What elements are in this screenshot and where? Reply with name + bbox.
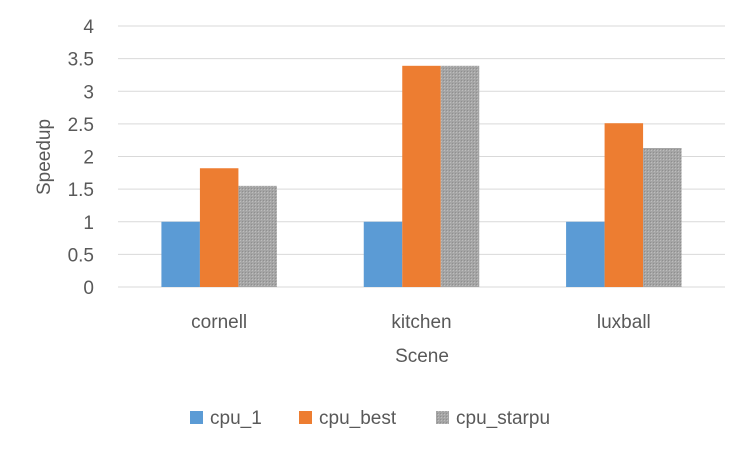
x-axis-title: Scene — [395, 346, 449, 367]
bar-cpu_1-cornell — [161, 221, 200, 287]
bar-cpu_best-cornell — [199, 168, 239, 287]
y-tick-labels: 0 0.5 1 1.5 2 2.5 3 3.5 4 — [68, 17, 95, 299]
bar-cpu_best-kitchen — [402, 65, 441, 288]
bar-cpu_starpu-luxball — [643, 148, 682, 287]
y-tick-label: 3 — [83, 82, 94, 103]
legend-swatch-cpu_1 — [190, 411, 203, 424]
y-tick-label: 0 — [83, 278, 94, 299]
bar-cpu_1-kitchen — [363, 221, 403, 287]
x-category-label: cornell — [191, 312, 247, 333]
x-category-labels: cornell kitchen luxball — [191, 312, 651, 333]
bar-cpu_starpu-cornell — [238, 185, 277, 287]
y-tick-label: 1 — [83, 213, 94, 234]
y-tick-label: 0.5 — [68, 245, 94, 266]
legend-label-cpu_best: cpu_best — [319, 408, 397, 429]
y-tick-label: 4 — [83, 17, 94, 38]
legend-label-cpu_starpu: cpu_starpu — [456, 408, 550, 429]
bar-cpu_1-luxball — [566, 221, 605, 287]
bar-cpu_starpu-kitchen — [440, 65, 480, 288]
y-axis-title: Speedup — [34, 119, 55, 195]
legend-swatch-cpu_best — [299, 411, 312, 424]
x-category-label: luxball — [597, 312, 651, 333]
bar-cpu_best-luxball — [604, 123, 644, 287]
y-tick-label: 3.5 — [68, 50, 94, 71]
y-tick-label: 1.5 — [68, 180, 94, 201]
y-tick-label: 2.5 — [68, 115, 94, 136]
legend-swatch-cpu_starpu — [436, 411, 449, 424]
x-category-label: kitchen — [391, 312, 451, 333]
legend-label-cpu_1: cpu_1 — [210, 408, 262, 429]
bars — [161, 65, 682, 288]
legend: cpu_1 cpu_best cpu_starpu — [190, 408, 550, 429]
y-tick-label: 2 — [83, 148, 94, 169]
